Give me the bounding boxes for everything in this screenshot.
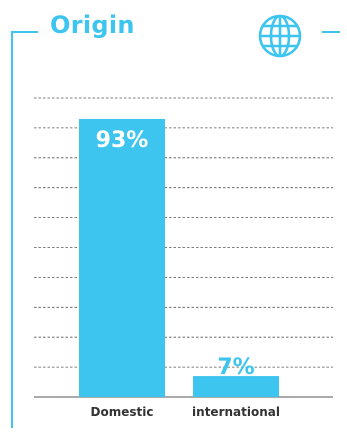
value-label-domestic: 93%: [96, 128, 149, 153]
category-label-domestic: Domestic: [91, 405, 154, 419]
chart-title: Origin: [50, 11, 135, 39]
globe-icon: [258, 14, 302, 58]
bar-domestic: [79, 118, 165, 398]
bar-international: [193, 376, 279, 397]
gridlines: [34, 97, 333, 398]
labels: 93% Domestic 7% international: [91, 128, 280, 419]
value-label-international: 7%: [217, 355, 254, 380]
category-label-international: international: [192, 405, 280, 419]
bars: [79, 118, 279, 398]
